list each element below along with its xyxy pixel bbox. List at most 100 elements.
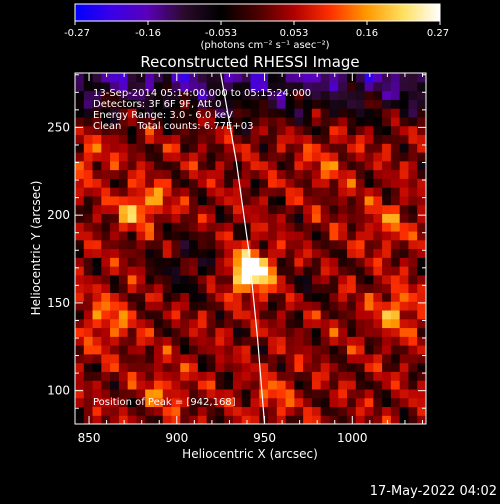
heatmap-cell <box>250 134 260 144</box>
heatmap-cell <box>320 160 331 171</box>
heatmap-cell <box>408 345 418 355</box>
heatmap-cell <box>303 239 313 250</box>
heatmap-cell <box>118 90 129 100</box>
heatmap-cell <box>364 353 374 364</box>
heatmap-cell <box>215 90 225 100</box>
heatmap-cell <box>303 388 313 399</box>
heatmap-cell <box>320 336 331 346</box>
heatmap-cell <box>329 292 339 302</box>
heatmap-cell <box>355 327 366 337</box>
heatmap-cell <box>364 151 374 162</box>
heatmap-cell <box>171 274 181 285</box>
heatmap-cell <box>101 292 111 302</box>
heatmap-cell <box>110 204 120 215</box>
heatmap-cell <box>250 274 260 285</box>
heatmap-cell <box>153 99 164 109</box>
heatmap-cell <box>399 213 410 223</box>
heatmap-cell <box>355 257 366 267</box>
heatmap-cell <box>390 99 401 109</box>
heatmap-cell <box>382 187 392 197</box>
heatmap-cell <box>417 406 426 416</box>
heatmap-cell <box>355 345 366 355</box>
heatmap-cell <box>250 327 260 337</box>
heatmap-cell <box>241 90 252 100</box>
heatmap-cell <box>215 143 225 153</box>
heatmap-cell <box>83 204 94 215</box>
heatmap-cell <box>338 336 348 346</box>
heatmap-cell <box>276 134 287 144</box>
heatmap-cell <box>417 230 426 241</box>
heatmap-cell <box>83 213 94 223</box>
heatmap-cell <box>145 345 155 355</box>
heatmap-cell <box>347 257 357 267</box>
heatmap-cell <box>417 336 426 346</box>
heatmap-cell <box>399 99 410 109</box>
heatmap-cell <box>241 99 252 109</box>
heatmap-cell <box>338 108 348 118</box>
heatmap-cell <box>320 274 331 285</box>
heatmap-cell <box>276 415 287 424</box>
heatmap-cell <box>276 266 287 276</box>
heatmap-cell <box>162 134 173 144</box>
heatmap-cell <box>373 353 383 364</box>
heatmap-cell <box>276 371 287 381</box>
heatmap-cell <box>127 195 138 206</box>
heatmap-cell <box>153 380 164 390</box>
heatmap-cell <box>101 160 111 171</box>
heatmap-cell <box>408 397 418 408</box>
heatmap-cell <box>197 327 208 337</box>
heatmap-cell <box>268 257 278 267</box>
heatmap-cell <box>390 230 401 241</box>
heatmap-cell <box>241 239 252 250</box>
heatmap-cell <box>408 73 418 83</box>
heatmap-cell <box>408 222 418 232</box>
heatmap-cell <box>268 371 278 381</box>
heatmap-cell <box>417 143 426 153</box>
heatmap-cell <box>101 257 111 267</box>
heatmap-cell <box>250 151 260 162</box>
heatmap-cell <box>355 81 366 92</box>
heatmap-cell <box>153 134 164 144</box>
heatmap-cell <box>347 169 357 179</box>
heatmap-cell <box>127 345 138 355</box>
heatmap-cell <box>285 90 295 100</box>
heatmap-cell <box>189 169 199 179</box>
heatmap-cell <box>153 116 164 127</box>
heatmap-cell <box>373 388 383 399</box>
heatmap-cell <box>382 336 392 346</box>
heatmap-cell <box>75 257 85 267</box>
heatmap-cell <box>268 125 278 136</box>
heatmap-cell <box>171 230 181 241</box>
heatmap-cell <box>83 195 94 206</box>
heatmap-cell <box>75 204 85 215</box>
heatmap-cell <box>215 345 225 355</box>
heatmap-cell <box>171 108 181 118</box>
heatmap-cell <box>118 213 129 223</box>
heatmap-cell <box>197 187 208 197</box>
heatmap-cell <box>162 283 173 293</box>
heatmap-cell <box>399 230 410 241</box>
heatmap-cell <box>268 230 278 241</box>
heatmap-cell <box>110 353 120 364</box>
heatmap-cell <box>162 222 173 232</box>
heatmap-cell <box>338 292 348 302</box>
heatmap-cell <box>294 362 304 372</box>
heatmap-cell <box>250 380 260 390</box>
heatmap-cell <box>110 73 120 83</box>
heatmap-cell <box>171 169 181 179</box>
heatmap-cell <box>320 125 331 136</box>
heatmap-cell <box>303 336 313 346</box>
heatmap-cell <box>101 195 111 206</box>
info-detectors: Detectors: 3F 6F 9F, Att 0 <box>93 99 222 110</box>
heatmap-cell <box>127 380 138 390</box>
heatmap-cell <box>127 169 138 179</box>
heatmap-cell <box>136 73 146 83</box>
heatmap-cell <box>285 257 295 267</box>
heatmap-cell <box>241 388 252 399</box>
heatmap-cell <box>232 353 243 364</box>
heatmap-cell <box>338 301 348 311</box>
heatmap-cell <box>355 90 366 100</box>
heatmap-cell <box>408 362 418 372</box>
heatmap-cell <box>320 73 331 83</box>
heatmap-cell <box>110 362 120 372</box>
